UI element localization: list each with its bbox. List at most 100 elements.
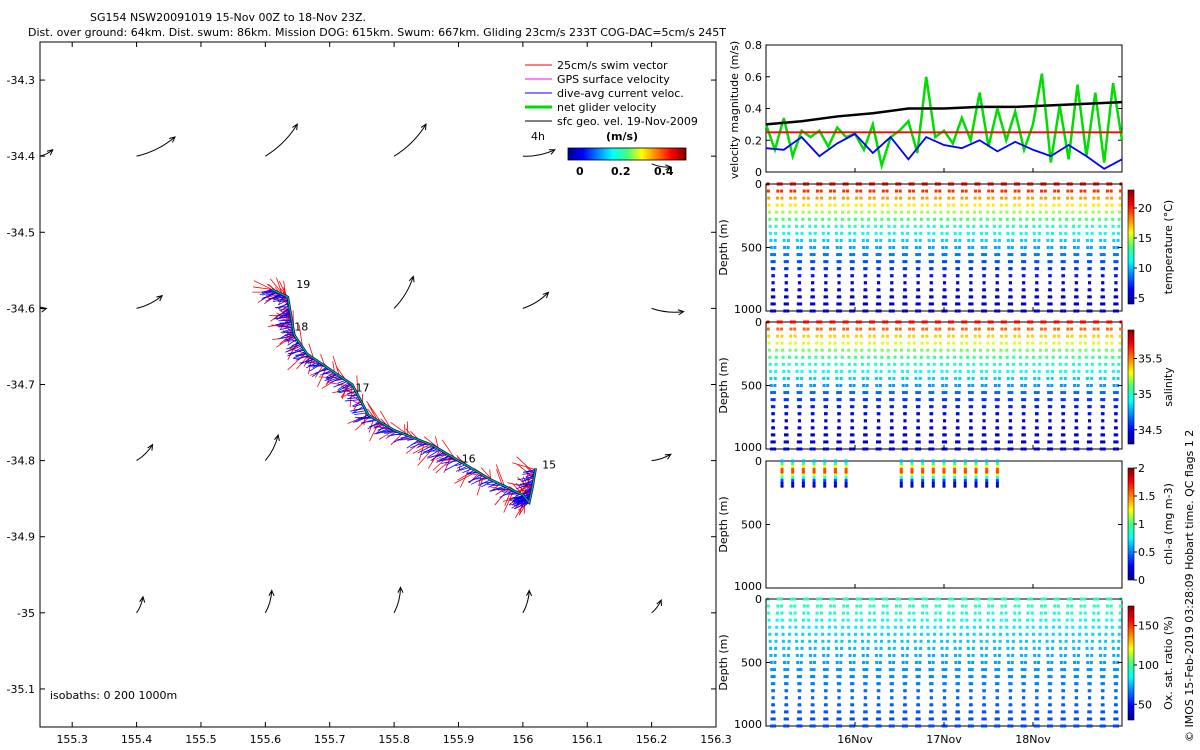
map-colorbar — [567, 147, 687, 161]
section-point — [786, 724, 790, 728]
section-point — [929, 295, 933, 299]
section-point — [979, 355, 983, 359]
section-point — [788, 341, 792, 345]
current-vector — [282, 314, 291, 317]
section-point — [1066, 334, 1070, 338]
section-point — [833, 467, 837, 471]
section-point — [1023, 309, 1027, 313]
section-point — [1044, 196, 1048, 200]
section-point — [801, 355, 805, 359]
section-point — [994, 253, 998, 257]
section-point — [903, 419, 907, 423]
section-point — [873, 203, 877, 207]
section-point — [1023, 260, 1027, 264]
section-point — [981, 295, 985, 299]
section-point — [907, 210, 911, 214]
section-point — [1113, 295, 1117, 299]
section-point — [775, 618, 779, 622]
section-points — [766, 320, 1123, 451]
section-point — [998, 362, 1002, 366]
section-point — [1058, 632, 1062, 636]
current-vector — [514, 501, 530, 510]
section-point — [1011, 376, 1015, 380]
section-point — [828, 203, 832, 207]
section-point — [1026, 334, 1030, 338]
section-point — [861, 653, 865, 657]
section-point — [798, 267, 802, 271]
section-point — [904, 267, 908, 271]
section-point — [1024, 646, 1028, 650]
section-point — [942, 479, 946, 483]
section-point — [801, 465, 805, 469]
section-point — [791, 473, 795, 477]
section-point — [959, 355, 963, 359]
section-point — [969, 419, 973, 423]
section-point — [1071, 625, 1075, 629]
section-point — [795, 369, 799, 373]
section-point — [917, 398, 921, 402]
section-point — [844, 484, 848, 488]
section-point — [1116, 646, 1120, 650]
section-point — [1018, 625, 1022, 629]
section-point — [907, 334, 911, 338]
section-point — [864, 433, 868, 437]
section-point — [965, 196, 969, 200]
section-point — [970, 668, 974, 672]
section-point — [1012, 348, 1016, 352]
section-point — [894, 189, 898, 193]
section-point — [806, 182, 810, 186]
section-point — [959, 224, 963, 228]
section-point — [910, 473, 914, 477]
section-point — [849, 253, 853, 257]
section-point — [1026, 189, 1030, 193]
section-point — [994, 717, 998, 721]
section-point — [942, 281, 946, 285]
section-point — [893, 217, 897, 221]
section-point — [1017, 327, 1021, 331]
section-point — [1034, 302, 1038, 306]
section-point — [915, 724, 919, 728]
section-point — [1074, 295, 1078, 299]
section-point — [1049, 302, 1053, 306]
section-point — [1088, 710, 1092, 714]
section-point — [1060, 302, 1064, 306]
section-point — [904, 668, 908, 672]
section-point — [797, 696, 801, 700]
section-point — [854, 618, 858, 622]
section-point — [919, 355, 923, 359]
section-point — [808, 224, 812, 228]
section-point — [772, 717, 776, 721]
section-point — [859, 618, 863, 622]
section-point — [1060, 253, 1064, 257]
section-point — [780, 341, 784, 345]
section-point — [886, 348, 890, 352]
section-point — [832, 182, 836, 186]
section-point — [1037, 246, 1041, 249]
section-point — [953, 362, 957, 366]
section-point — [799, 661, 803, 664]
section-point — [991, 618, 995, 622]
section-point — [816, 182, 820, 186]
section-point — [825, 398, 829, 402]
section-point — [1007, 661, 1011, 664]
section-point — [930, 260, 934, 264]
section-point — [894, 618, 898, 622]
section-point — [877, 412, 881, 416]
section-point — [862, 260, 866, 264]
section-point — [771, 288, 775, 292]
section-point — [794, 625, 798, 629]
section-point — [1011, 238, 1015, 242]
section-point — [931, 484, 935, 488]
glider-track — [271, 288, 537, 506]
current-vector — [295, 353, 308, 356]
section-point — [1010, 253, 1014, 257]
section-point — [965, 210, 969, 214]
section-point — [1049, 717, 1053, 721]
section-point — [918, 246, 922, 249]
section-point — [796, 440, 800, 444]
section-point — [865, 440, 869, 444]
section-point — [971, 653, 975, 657]
section-point — [1013, 604, 1017, 608]
section-point — [812, 253, 816, 257]
section-point — [1073, 302, 1077, 306]
